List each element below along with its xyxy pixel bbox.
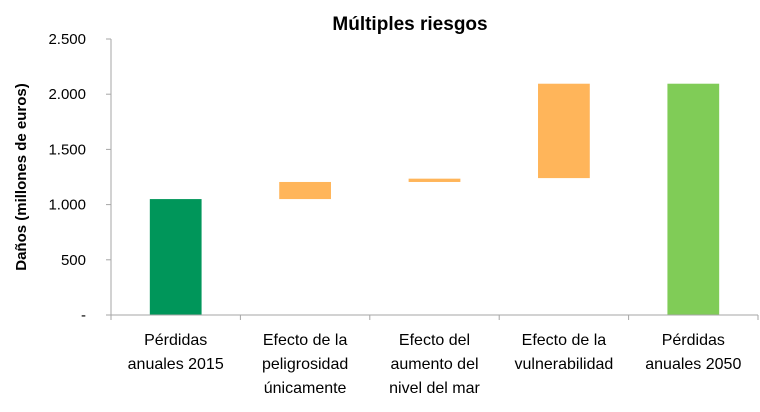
x-tick-label: Pérdidas xyxy=(144,332,207,349)
bar xyxy=(149,199,202,315)
x-axis: Pérdidas anuales 2015 Efecto de la peligros… xyxy=(110,314,759,397)
x-tick-label: anuales 2050 xyxy=(645,356,741,373)
x-tick-label: Pérdidas xyxy=(662,332,725,349)
bar xyxy=(538,83,590,179)
y-tick-label: 2.500 xyxy=(48,31,86,48)
y-tick-label: 500 xyxy=(61,252,86,269)
x-tick-label: únicamente xyxy=(264,380,347,397)
x-tick-label: vulnerabilidad xyxy=(515,356,614,373)
x-tick-label: aumento del xyxy=(390,356,478,373)
y-axis: - 500 1.000 1.500 2.000 2.500 xyxy=(48,31,112,324)
y-tick-label: 2.000 xyxy=(48,86,86,103)
x-tick-label: nivel del mar xyxy=(389,380,480,397)
y-tick-label: 1.500 xyxy=(48,141,86,158)
y-tick-label: - xyxy=(81,307,86,324)
y-axis-label: Daños (millones de euros) xyxy=(13,83,30,271)
x-tick-label: Efecto de la xyxy=(263,332,348,349)
bars xyxy=(149,83,720,315)
x-tick-label: Efecto del xyxy=(399,332,470,349)
bar xyxy=(408,178,461,182)
chart-title: Múltiples riesgos xyxy=(332,14,487,35)
bar xyxy=(667,83,720,315)
x-tick-label: anuales 2015 xyxy=(128,356,224,373)
x-tick-label: peligrosidad xyxy=(262,356,348,373)
y-tick-label: 1.000 xyxy=(48,197,86,214)
bar xyxy=(279,181,331,200)
x-tick-label: Efecto de la xyxy=(522,332,607,349)
